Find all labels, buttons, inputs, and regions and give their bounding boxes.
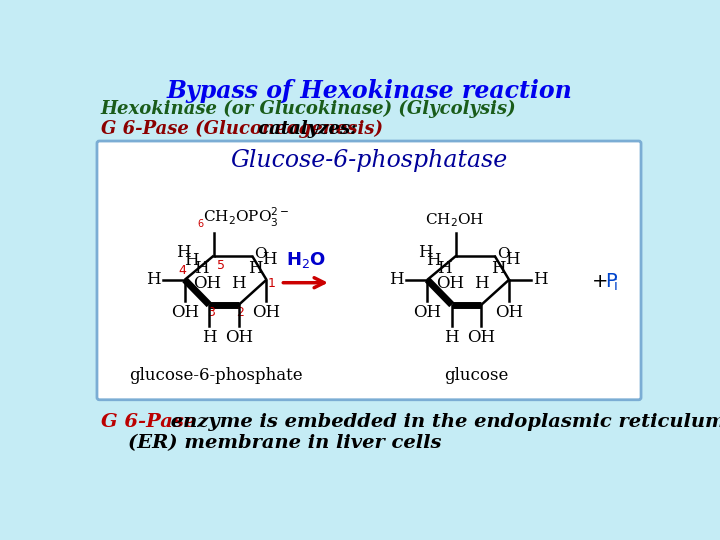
Text: G 6-Pase (Gluconeogenesis): G 6-Pase (Gluconeogenesis) xyxy=(101,120,383,138)
Text: OH: OH xyxy=(171,303,199,321)
Text: OH: OH xyxy=(467,329,495,346)
Text: OH: OH xyxy=(495,303,523,321)
Text: glucose: glucose xyxy=(444,367,508,384)
Text: H: H xyxy=(202,329,217,346)
Text: G 6-Pase: G 6-Pase xyxy=(101,413,196,431)
Text: P: P xyxy=(606,273,617,292)
Text: CH$_2$OH: CH$_2$OH xyxy=(425,212,485,230)
Text: H: H xyxy=(248,260,263,276)
Text: H$_2$O: H$_2$O xyxy=(286,251,325,271)
Text: Hexokinase (or Glucokinase) (Glycolysis): Hexokinase (or Glucokinase) (Glycolysis) xyxy=(101,100,516,118)
Text: H: H xyxy=(262,251,277,268)
Text: H: H xyxy=(418,244,433,261)
Text: OH: OH xyxy=(436,275,464,293)
Text: 1: 1 xyxy=(268,276,276,289)
Text: O: O xyxy=(497,247,510,261)
Text: CH$_2$OPO$_3^{2-}$: CH$_2$OPO$_3^{2-}$ xyxy=(203,206,289,230)
Text: H: H xyxy=(426,252,441,269)
Text: glucose-6-phosphate: glucose-6-phosphate xyxy=(130,367,303,384)
Text: H: H xyxy=(474,275,489,293)
Text: OH: OH xyxy=(253,303,281,321)
Text: H: H xyxy=(444,329,459,346)
Text: H: H xyxy=(184,252,198,269)
Text: 3: 3 xyxy=(207,306,215,319)
Text: $^6$: $^6$ xyxy=(197,219,204,233)
Text: H: H xyxy=(389,271,403,288)
Text: enzyme is embedded in the endoplasmic reticulum: enzyme is embedded in the endoplasmic re… xyxy=(164,413,720,431)
Text: H: H xyxy=(491,260,505,276)
Text: (ER) membrane in liver cells: (ER) membrane in liver cells xyxy=(101,434,441,453)
Text: 4: 4 xyxy=(179,264,186,276)
Text: Bypass of Hexokinase reaction: Bypass of Hexokinase reaction xyxy=(166,79,572,103)
FancyBboxPatch shape xyxy=(97,141,641,400)
Text: Glucose-6-phosphatase: Glucose-6-phosphatase xyxy=(230,150,508,172)
Text: H: H xyxy=(533,271,548,288)
Text: OH: OH xyxy=(194,275,222,293)
Text: H: H xyxy=(194,260,209,276)
Text: 2: 2 xyxy=(236,306,244,319)
Text: H: H xyxy=(146,271,161,288)
Text: G 6-Pase (Gluconeogenesis) catalyzes:: G 6-Pase (Gluconeogenesis) catalyzes: xyxy=(101,120,487,138)
Text: H: H xyxy=(437,260,451,276)
Text: OH: OH xyxy=(225,329,253,346)
Text: OH: OH xyxy=(413,303,441,321)
Text: i: i xyxy=(614,279,618,293)
Text: 5: 5 xyxy=(217,259,225,272)
Text: H: H xyxy=(505,251,519,268)
Text: O: O xyxy=(254,247,267,261)
Text: catalyzes:: catalyzes: xyxy=(252,120,356,138)
Text: H: H xyxy=(176,244,191,261)
Text: H: H xyxy=(232,275,246,293)
Text: +: + xyxy=(593,273,608,292)
